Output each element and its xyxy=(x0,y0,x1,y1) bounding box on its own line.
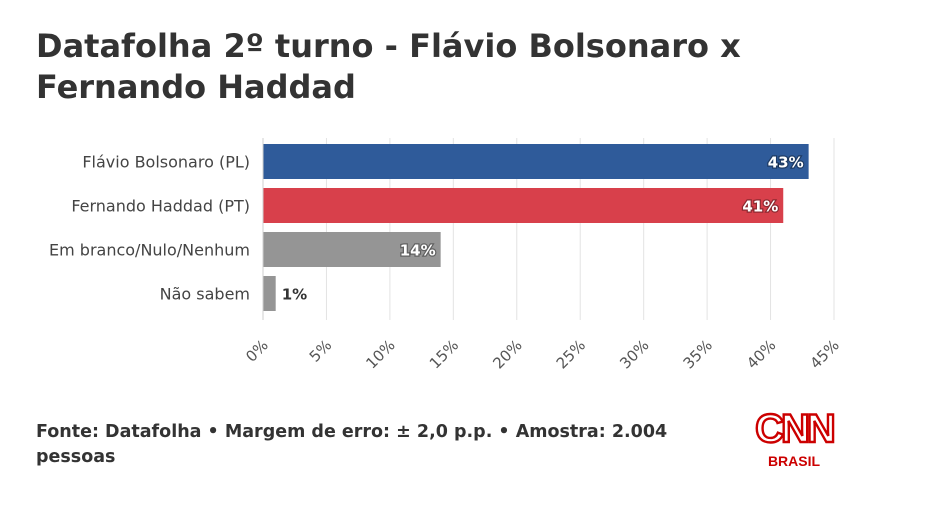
tick-label: 15% xyxy=(426,336,462,370)
tick-label: 5% xyxy=(306,336,336,366)
tick-label: 0% xyxy=(242,336,272,366)
tick-label: 10% xyxy=(362,336,398,370)
category-label: Fernando Haddad (PT) xyxy=(71,197,250,216)
tick-label: 35% xyxy=(680,336,716,370)
chart-title: Datafolha 2º turno - Flávio Bolsonaro x … xyxy=(36,27,741,106)
bar xyxy=(263,188,784,223)
category-label: Não sabem xyxy=(160,285,250,304)
bar xyxy=(263,276,276,311)
tick-label: 45% xyxy=(807,336,843,370)
tick-label: 30% xyxy=(616,336,652,370)
bar xyxy=(263,144,809,179)
bar-chart: Flávio Bolsonaro (PL) 43% Fernando Haddad … xyxy=(49,138,843,370)
cnn-wordmark: CNN xyxy=(755,410,834,451)
category-label: Flávio Bolsonaro (PL) xyxy=(82,153,250,172)
tick-label: 40% xyxy=(743,336,779,370)
source-note: Fonte: Datafolha • Margem de erro: ± 2,0… xyxy=(36,422,668,467)
cnn-brasil-logo: CNN BRASIL xyxy=(744,406,844,472)
data-label: 41% xyxy=(742,198,778,216)
category-label: Em branco/Nulo/Nenhum xyxy=(49,241,250,260)
tick-label: 20% xyxy=(489,336,525,370)
tick-label: 25% xyxy=(553,336,589,370)
bar xyxy=(263,232,441,267)
brasil-label: BRASIL xyxy=(768,453,821,469)
data-label: 43% xyxy=(768,154,804,172)
data-label: 14% xyxy=(400,242,436,260)
data-label: 1% xyxy=(282,286,307,304)
